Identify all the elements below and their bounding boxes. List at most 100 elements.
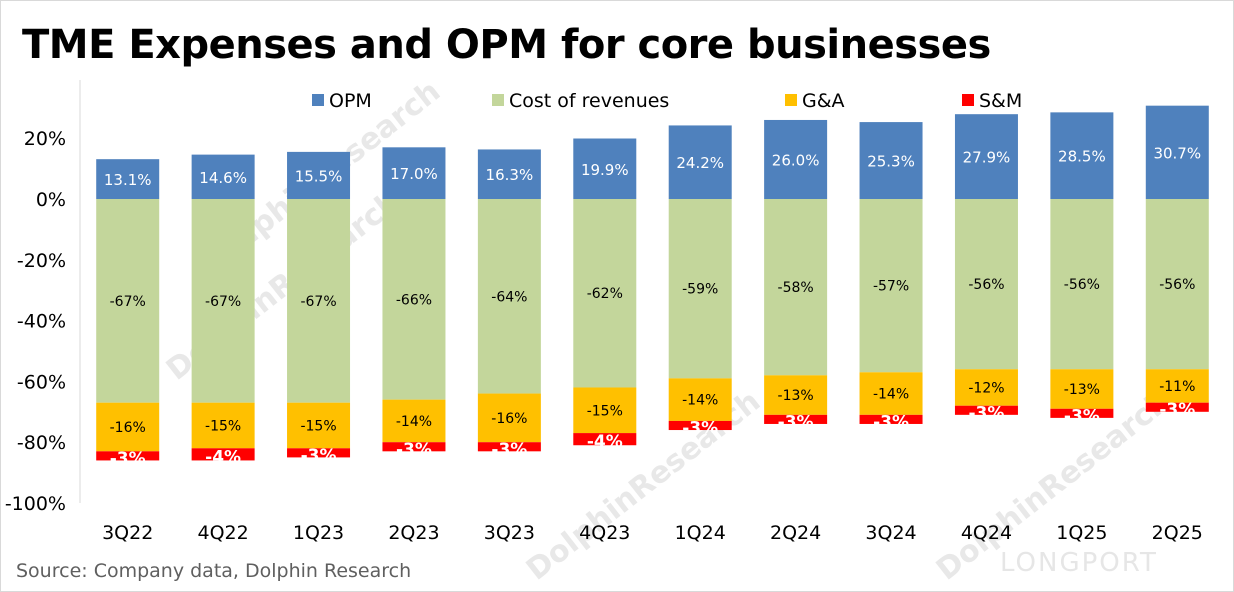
legend-label-ga: G&A	[802, 90, 845, 112]
x-tick-label: 2Q25	[1152, 522, 1203, 544]
bar-opm	[1145, 105, 1209, 199]
bar-cost	[1145, 199, 1209, 370]
x-tick-label: 1Q23	[293, 522, 344, 544]
longport-logo: LONGPORT	[1000, 548, 1158, 578]
bar-sm	[954, 405, 1018, 415]
legend-swatch-sm	[962, 94, 974, 106]
data-label-cost: -56%	[1064, 277, 1100, 293]
legend-swatch-cost	[492, 94, 504, 106]
bar-ga	[859, 372, 923, 415]
data-label-opm: 26.0%	[772, 151, 820, 169]
data-label-cost: -66%	[396, 292, 432, 308]
bar-ga	[191, 402, 255, 449]
data-label-sm: -4%	[205, 447, 241, 467]
y-tick-label: -60%	[17, 371, 66, 393]
bar-opm	[954, 114, 1018, 199]
chart-title: TME Expenses and OPM for core businesses	[22, 22, 991, 68]
y-tick-label: -80%	[17, 432, 66, 454]
bar-opm	[764, 119, 828, 199]
data-label-sm: -3%	[301, 446, 337, 466]
bar-sm	[191, 448, 255, 461]
data-label-sm: -3%	[1159, 400, 1195, 420]
data-label-opm: 17.0%	[390, 165, 438, 183]
data-label-cost: -67%	[300, 294, 336, 310]
bar-sm	[1145, 402, 1209, 412]
bar-ga	[477, 393, 541, 443]
bar-cost	[96, 199, 160, 403]
data-label-sm: -3%	[1064, 406, 1100, 426]
data-label-cost: -67%	[110, 294, 146, 310]
data-label-sm: -3%	[778, 412, 814, 432]
x-tick-label: 2Q24	[770, 522, 821, 544]
bar-opm	[191, 154, 255, 199]
data-label-cost: -64%	[491, 289, 527, 305]
data-label-opm: 13.1%	[104, 171, 152, 189]
bar-ga	[96, 402, 160, 452]
bar-ga	[1145, 369, 1209, 403]
bar-sm	[668, 420, 732, 431]
x-tick-label: 1Q25	[1056, 522, 1107, 544]
y-tick-label: -40%	[17, 311, 66, 333]
data-label-ga: -16%	[110, 420, 146, 436]
y-tick-label: 0%	[36, 189, 66, 211]
data-label-opm: 16.3%	[486, 166, 534, 184]
bar-cost	[1050, 199, 1114, 370]
data-label-ga: -12%	[968, 380, 1004, 396]
x-tick-label: 4Q22	[198, 522, 249, 544]
x-tick-label: 1Q24	[675, 522, 726, 544]
y-tick-label: 20%	[24, 128, 66, 150]
bar-ga	[668, 378, 732, 421]
data-label-opm: 25.3%	[867, 153, 915, 171]
bar-cost	[764, 199, 828, 376]
data-label-opm: 30.7%	[1153, 144, 1201, 162]
bar-cost	[859, 199, 923, 373]
data-label-sm: -3%	[873, 412, 909, 432]
data-label-ga: -15%	[587, 403, 623, 419]
legend-label-opm: OPM	[329, 90, 372, 112]
data-label-opm: 28.5%	[1058, 148, 1106, 166]
source-note: Source: Company data, Dolphin Research	[16, 560, 412, 582]
legend-swatch-opm	[312, 94, 324, 106]
bar-ga	[1050, 369, 1114, 409]
data-label-opm: 27.9%	[963, 149, 1011, 167]
data-label-sm: -4%	[587, 432, 623, 452]
legend-swatch-ga	[785, 94, 797, 106]
y-tick-label: -20%	[17, 250, 66, 272]
bar-cost	[287, 199, 351, 403]
data-label-sm: -3%	[491, 440, 527, 460]
data-label-ga: -15%	[300, 418, 336, 434]
data-label-cost: -57%	[873, 279, 909, 295]
bar-ga	[573, 387, 637, 434]
bar-ga	[382, 399, 446, 443]
bar-opm	[382, 147, 446, 199]
data-label-cost: -59%	[682, 282, 718, 298]
bar-ga	[287, 402, 351, 449]
bar-opm	[96, 159, 160, 199]
data-label-ga: -11%	[1159, 379, 1195, 395]
data-label-opm: 15.5%	[295, 167, 343, 185]
bar-opm	[573, 138, 637, 199]
bar-cost	[477, 199, 541, 394]
data-label-sm: -3%	[110, 449, 146, 469]
bar-cost	[668, 199, 732, 379]
bar-sm	[382, 442, 446, 452]
data-label-opm: 19.9%	[581, 161, 629, 179]
data-label-ga: -14%	[396, 414, 432, 430]
data-label-cost: -62%	[587, 286, 623, 302]
bar-cost	[382, 199, 446, 400]
data-label-ga: -13%	[1064, 382, 1100, 398]
x-tick-label: 3Q23	[484, 522, 535, 544]
data-label-sm: -3%	[682, 418, 718, 438]
data-label-sm: -3%	[968, 403, 1004, 423]
bar-ga	[954, 369, 1018, 406]
bar-sm	[859, 414, 923, 424]
bar-sm	[96, 451, 160, 461]
bar-opm	[1050, 112, 1114, 199]
y-tick-label: -100%	[5, 493, 66, 515]
bar-opm	[668, 125, 732, 199]
bar-sm	[764, 414, 828, 424]
data-label-cost: -56%	[1159, 277, 1195, 293]
legend-label-sm: S&M	[979, 90, 1022, 112]
data-label-ga: -15%	[205, 418, 241, 434]
bar-ga	[764, 375, 828, 415]
